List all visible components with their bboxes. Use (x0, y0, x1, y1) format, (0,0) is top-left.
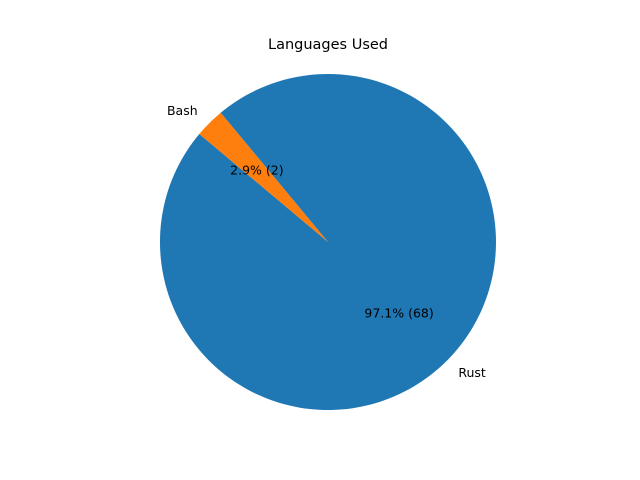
slice-label-bash: Bash (167, 103, 198, 118)
pie-labels: Rust 97.1% (68) Bash 2.9% (2) (167, 103, 486, 380)
percent-label-rust: 97.1% (68) (364, 305, 433, 320)
percent-label-bash: 2.9% (2) (230, 163, 283, 178)
slice-label-rust: Rust (458, 365, 486, 380)
pie-slice-rust (159, 74, 496, 411)
chart-title: Languages Used (268, 37, 388, 53)
pie-slice-bash (199, 112, 328, 243)
pie-slices (159, 74, 496, 411)
